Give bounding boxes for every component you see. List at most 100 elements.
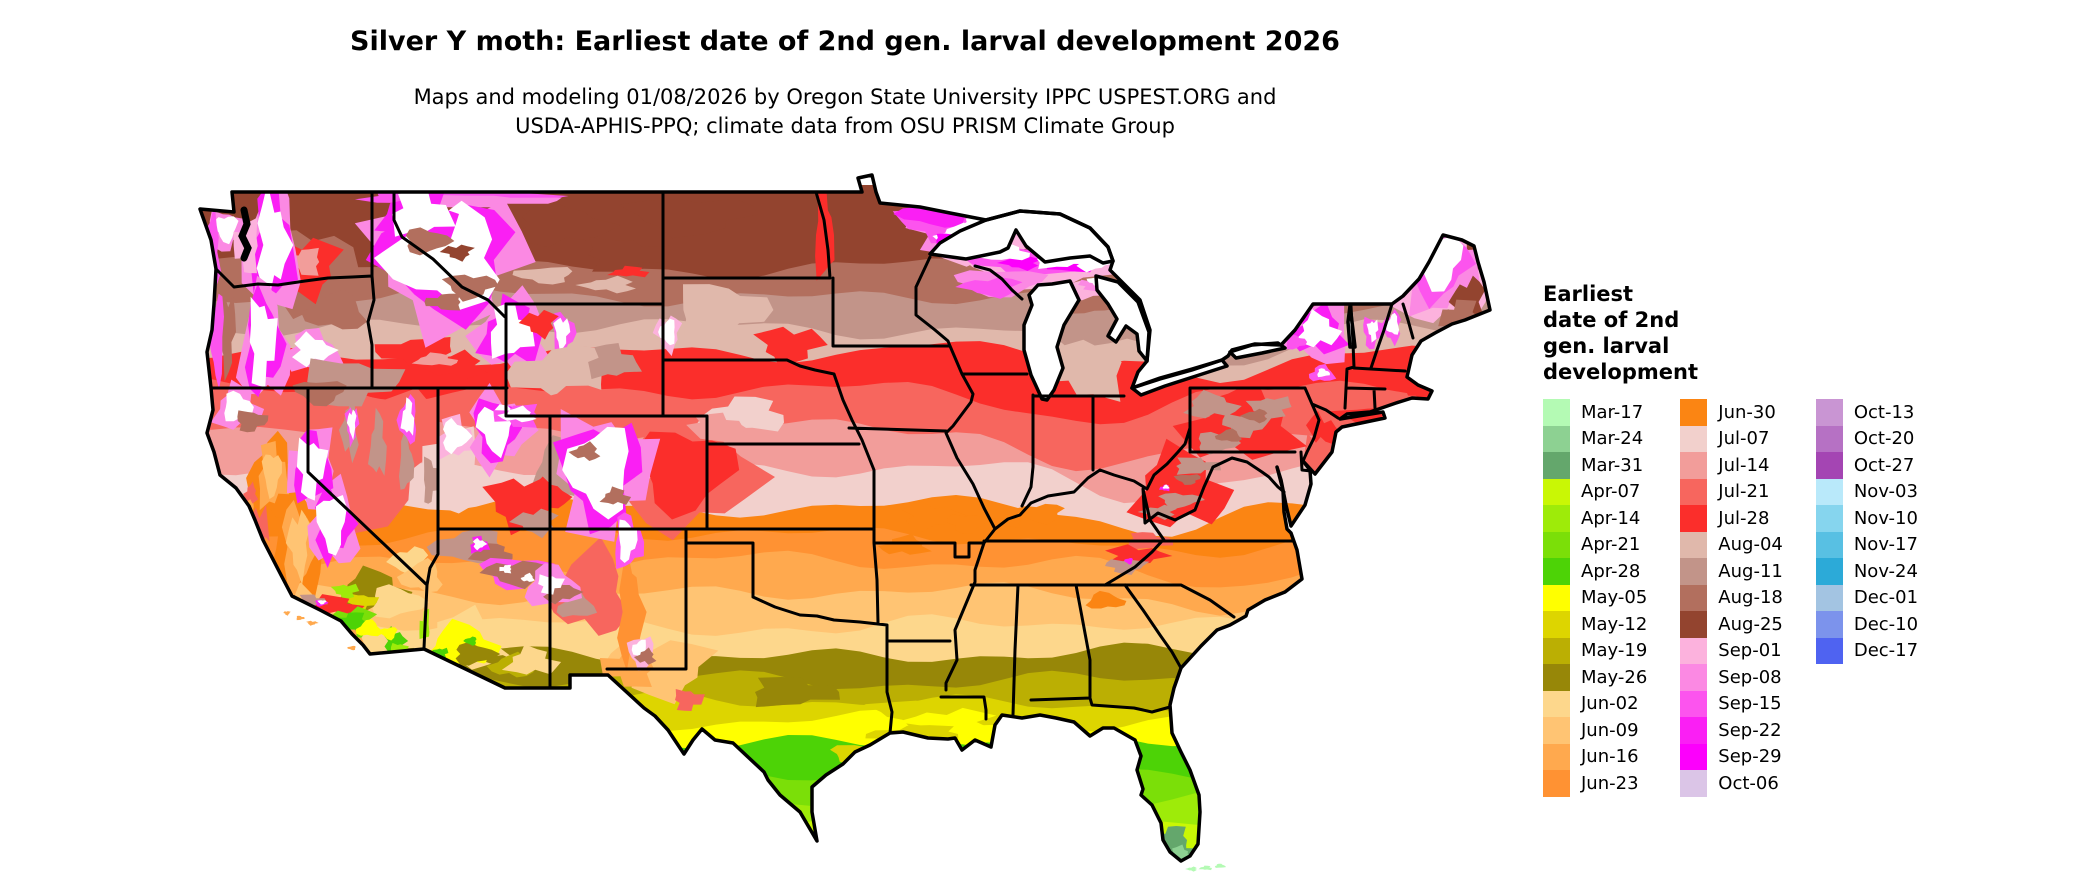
region-Aug-25 bbox=[511, 198, 621, 248]
region-white bbox=[315, 495, 347, 556]
band-Mar-24 bbox=[200, 847, 1490, 861]
legend-item: Dec-01 bbox=[1815, 584, 1918, 611]
region-Jul-28 bbox=[636, 431, 740, 520]
region-Aug-18 bbox=[1214, 428, 1242, 442]
legend-item: Mar-24 bbox=[1543, 425, 1647, 452]
legend-item: Jul-28 bbox=[1680, 505, 1783, 532]
legend-columns: Mar-17 Mar-24 Mar-31 Apr-07 Apr-14 Apr-21 Apr-… bbox=[1543, 399, 1963, 797]
band-Apr-21 bbox=[200, 760, 1490, 861]
legend-label: Aug-25 bbox=[1718, 613, 1783, 635]
legend-label: Apr-14 bbox=[1581, 507, 1641, 529]
legend-swatch bbox=[1543, 425, 1570, 452]
region-Jul-14 bbox=[411, 352, 459, 366]
legend-swatch bbox=[1680, 558, 1708, 585]
legend-swatch bbox=[1543, 399, 1570, 426]
legend-swatch bbox=[1680, 770, 1708, 797]
island-Jun-16 bbox=[306, 620, 319, 626]
legend-label: Sep-01 bbox=[1718, 640, 1782, 662]
legend-label: Dec-10 bbox=[1853, 613, 1919, 635]
legend-swatch bbox=[1543, 637, 1570, 664]
region-Jul-28 bbox=[607, 265, 650, 278]
region-May-05 bbox=[379, 627, 398, 641]
region-white bbox=[346, 409, 357, 441]
region-Apr-28 bbox=[463, 636, 477, 646]
legend-item: Apr-21 bbox=[1543, 531, 1647, 558]
region-Aug-25 bbox=[588, 237, 673, 273]
region-Apr-14 bbox=[330, 583, 360, 600]
map-svg bbox=[198, 173, 1492, 872]
legend-swatch bbox=[1543, 584, 1570, 611]
legend-swatch bbox=[1543, 717, 1570, 744]
region-Aug-25 bbox=[439, 244, 475, 262]
legend-swatch bbox=[1815, 584, 1843, 611]
legend-label: Jun-09 bbox=[1581, 719, 1639, 741]
legend-item: Nov-17 bbox=[1815, 531, 1918, 558]
legend-swatch bbox=[1815, 478, 1843, 505]
legend-title: Earliest date of 2nd gen. larval developmen… bbox=[1543, 281, 1963, 385]
legend-item: Aug-18 bbox=[1680, 584, 1783, 611]
legend-label: Dec-17 bbox=[1853, 640, 1919, 662]
legend-label: Jul-21 bbox=[1718, 481, 1770, 503]
legend-item: Jul-21 bbox=[1680, 478, 1783, 505]
region-white bbox=[553, 317, 571, 352]
legend-label: May-05 bbox=[1581, 587, 1648, 609]
legend-swatch bbox=[1815, 637, 1843, 664]
band-Mar-31 bbox=[200, 835, 1490, 861]
region-Jun-09 bbox=[285, 509, 311, 586]
legend-item: Dec-17 bbox=[1815, 637, 1919, 664]
region-white bbox=[213, 216, 239, 245]
legend-swatch bbox=[1680, 637, 1708, 664]
region-Aug-25 bbox=[617, 198, 758, 239]
region-Aug-11 bbox=[368, 407, 387, 476]
legend-swatch bbox=[1543, 478, 1570, 505]
island-Mar-17 bbox=[1214, 863, 1226, 868]
region-Aug-18 bbox=[1173, 474, 1201, 485]
region-Aug-18 bbox=[237, 410, 269, 433]
region-white bbox=[538, 574, 565, 595]
legend-label: Oct-20 bbox=[1853, 428, 1915, 450]
legend-item: Nov-10 bbox=[1815, 505, 1918, 532]
legend-item: May-19 bbox=[1543, 637, 1647, 664]
legend-item: Apr-07 bbox=[1543, 478, 1647, 505]
legend-item: Sep-01 bbox=[1680, 637, 1783, 664]
region-Aug-18 bbox=[467, 543, 513, 563]
region-white bbox=[1317, 368, 1330, 378]
region-Jul-14 bbox=[685, 412, 751, 436]
legend-title-line: development bbox=[1543, 360, 1698, 384]
region-Jun-30 bbox=[947, 514, 990, 534]
legend-item: May-12 bbox=[1543, 611, 1647, 638]
legend-swatch bbox=[1680, 505, 1708, 532]
legend-label: Mar-31 bbox=[1581, 454, 1644, 476]
legend-label: May-26 bbox=[1581, 666, 1648, 688]
legend-swatch bbox=[1815, 505, 1843, 532]
region-Aug-18 bbox=[479, 560, 550, 590]
region-white bbox=[979, 243, 1030, 261]
region-white bbox=[392, 189, 456, 237]
legend-swatch bbox=[1680, 425, 1708, 452]
subtitle-line-2: USDA-APHIS-PPQ; climate data from OSU PR… bbox=[515, 114, 1175, 138]
legend-swatch bbox=[1815, 452, 1843, 479]
legend-label: Apr-07 bbox=[1581, 481, 1641, 503]
region-white bbox=[1386, 312, 1400, 335]
legend-label: Jul-14 bbox=[1718, 454, 1770, 476]
region-Aug-11 bbox=[1198, 431, 1242, 455]
legend-item: Jul-14 bbox=[1680, 452, 1783, 479]
region-white bbox=[1366, 319, 1379, 343]
legend-swatch bbox=[1680, 584, 1708, 611]
region-Aug-11 bbox=[588, 343, 642, 380]
legend-swatch bbox=[1815, 425, 1843, 452]
legend-swatch bbox=[1543, 611, 1570, 638]
legend-item: Sep-08 bbox=[1680, 664, 1783, 691]
legend-item: May-05 bbox=[1543, 584, 1648, 611]
legend-swatch bbox=[1815, 531, 1843, 558]
region-Aug-11 bbox=[509, 508, 559, 539]
legend-item: Nov-03 bbox=[1815, 478, 1918, 505]
legend-label: Apr-21 bbox=[1581, 534, 1641, 556]
band-Apr-14 bbox=[200, 788, 1490, 861]
region-Aug-11 bbox=[424, 456, 438, 504]
region-Sep-08 bbox=[416, 194, 562, 208]
legend-label: Nov-03 bbox=[1853, 481, 1918, 503]
region-May-05 bbox=[355, 619, 383, 637]
legend-label: Mar-24 bbox=[1581, 428, 1644, 450]
